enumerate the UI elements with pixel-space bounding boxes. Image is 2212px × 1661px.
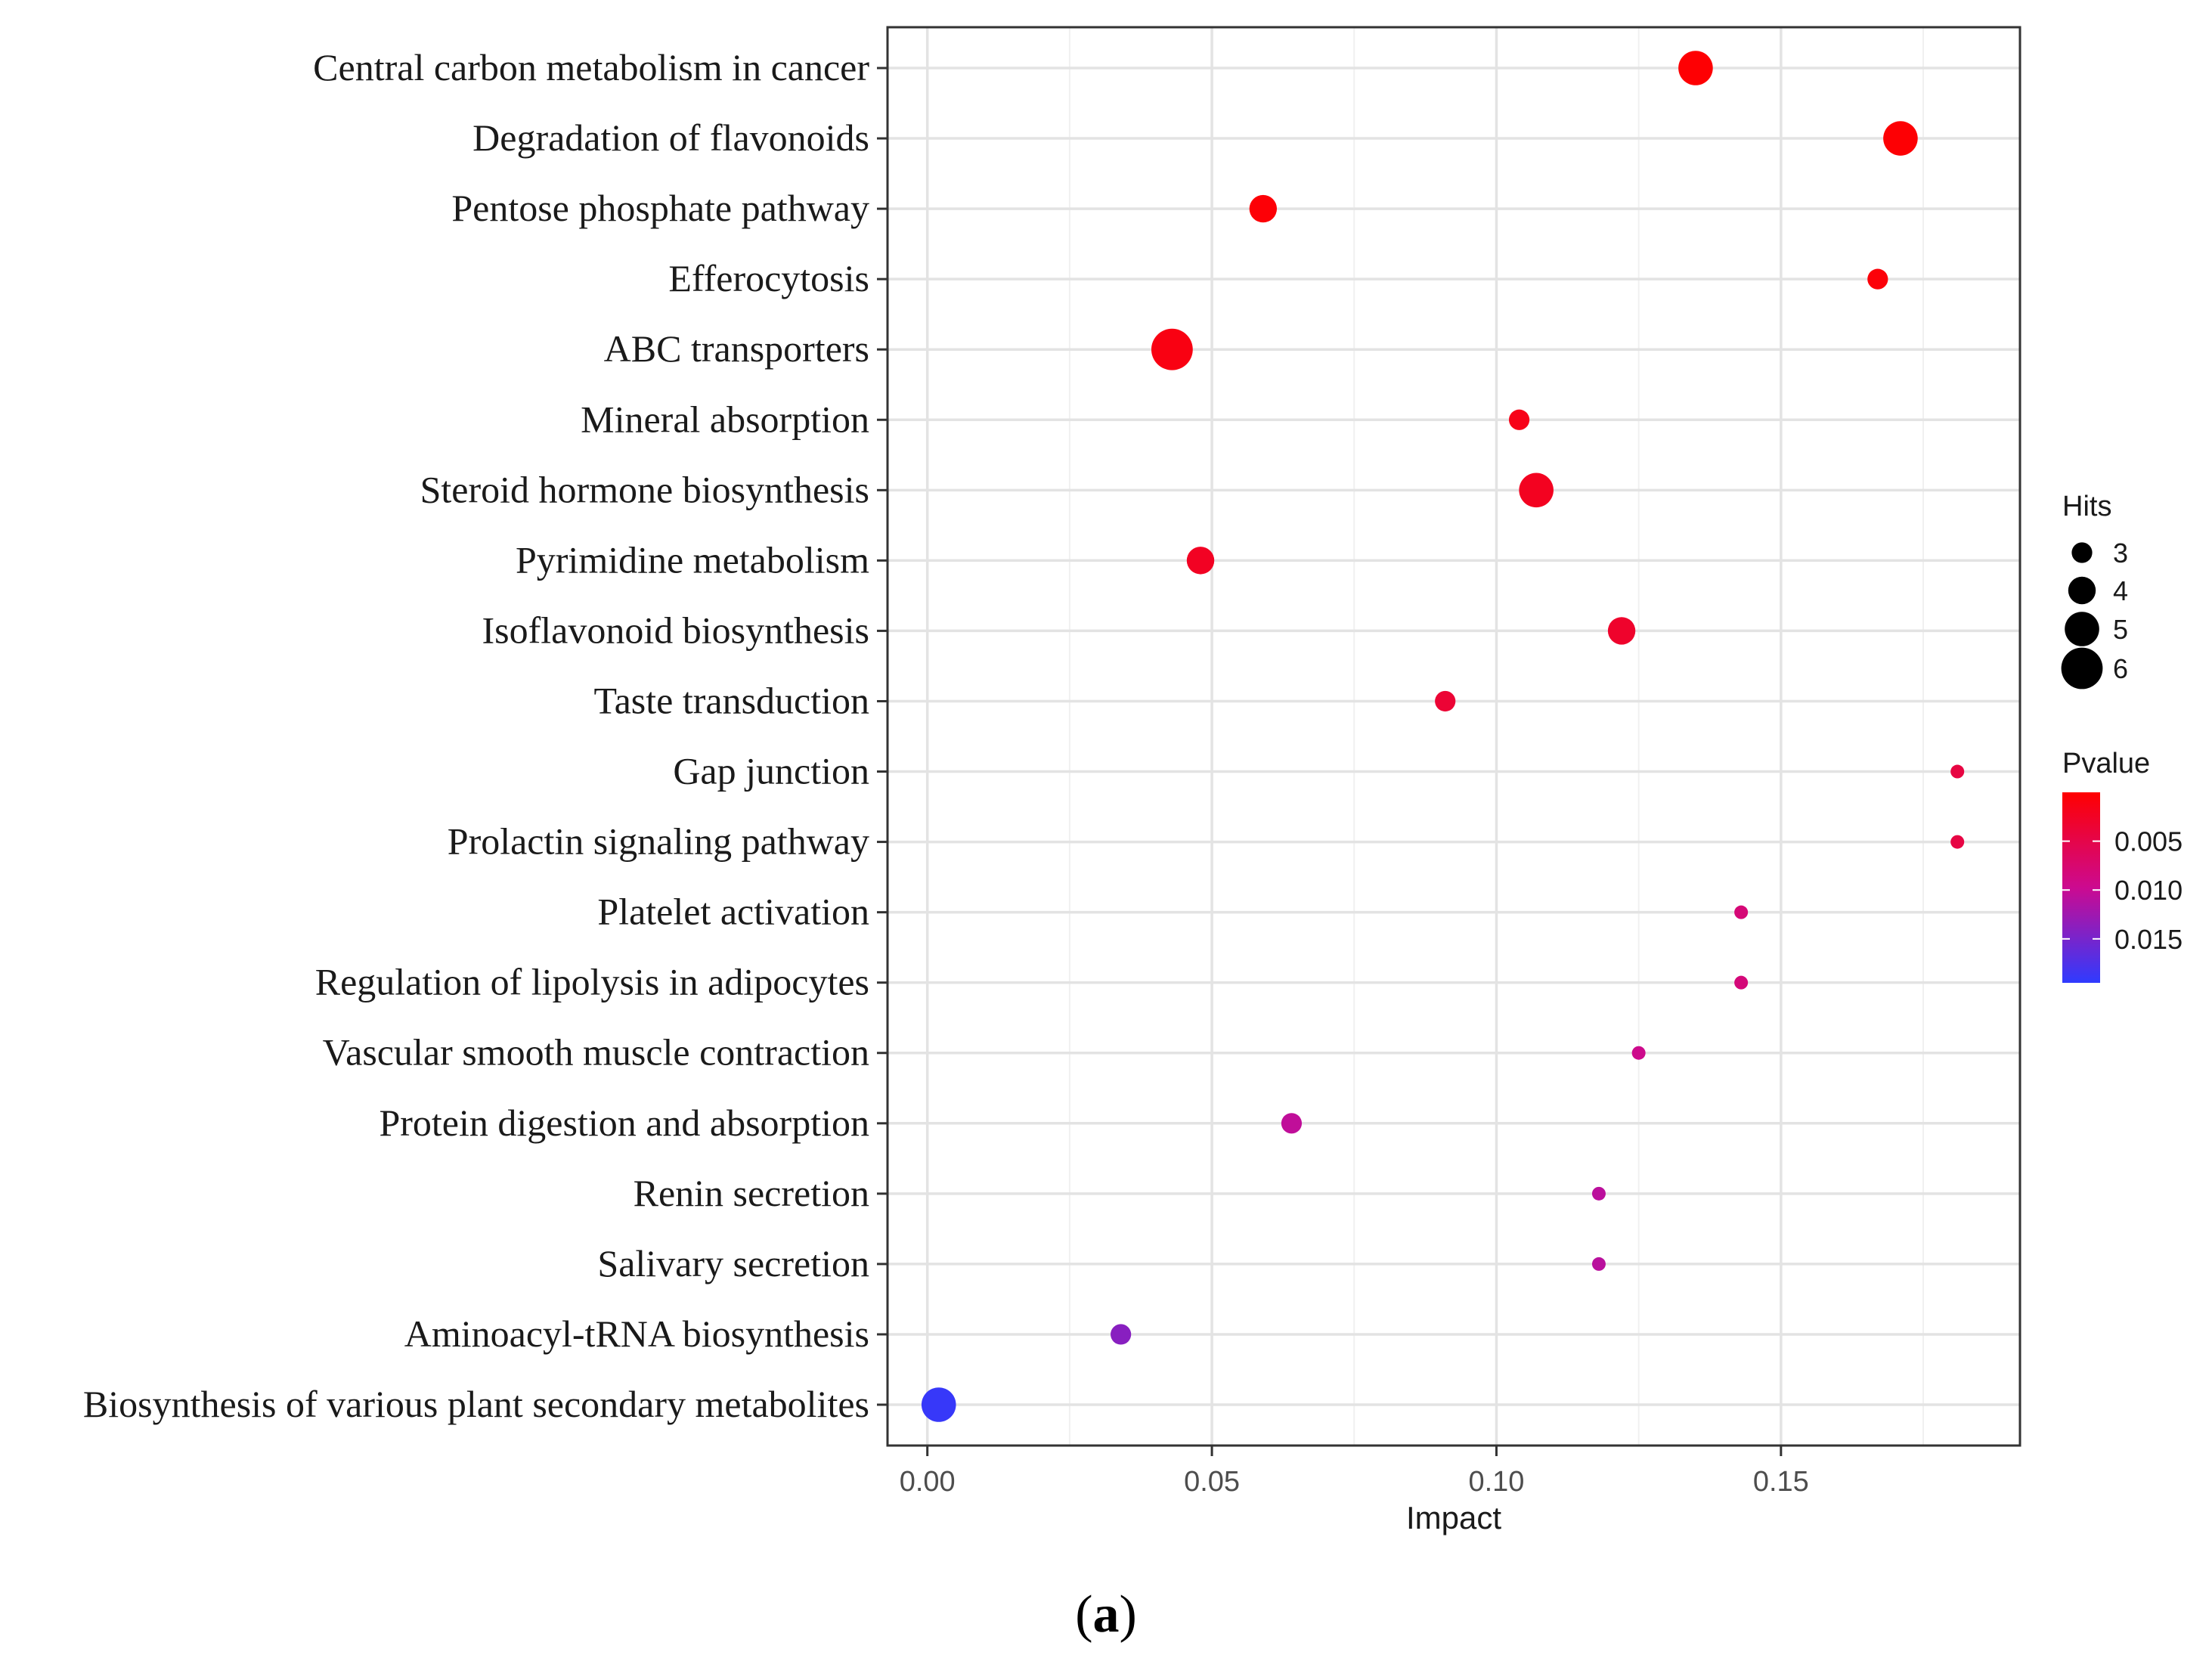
y-category-label: Prolactin signaling pathway: [448, 820, 869, 863]
data-point: [1519, 473, 1554, 508]
data-point: [1281, 1113, 1303, 1134]
pvalue-color-legend: Pvalue 0.005 0.010 0.015: [2062, 748, 2183, 983]
plot-panel-background: [888, 27, 2020, 1446]
y-category-label: Degradation of flavonoids: [472, 116, 869, 159]
x-tick-label: 0.00: [900, 1466, 956, 1498]
hits-legend-key: [2065, 612, 2099, 646]
pvalue-legend-title: Pvalue: [2062, 748, 2150, 779]
hits-legend-label: 3: [2113, 538, 2128, 569]
y-category-label: Salivary secretion: [597, 1242, 869, 1284]
data-point: [1186, 547, 1215, 575]
data-point: [1111, 1324, 1132, 1345]
hits-legend-key: [2068, 576, 2096, 605]
y-category-label: Platelet activation: [597, 891, 869, 933]
data-point: [1950, 764, 1965, 779]
hits-legend-key: [2061, 647, 2103, 690]
data-point: [1631, 1046, 1646, 1060]
y-category-label: Efferocytosis: [668, 257, 869, 299]
data-point: [1734, 905, 1749, 919]
x-tick-label: 0.10: [1468, 1466, 1524, 1498]
x-tick-label: 0.05: [1184, 1466, 1240, 1498]
y-category-label: Regulation of lipolysis in adipocytes: [315, 961, 869, 1003]
data-point: [1435, 690, 1456, 712]
y-category-label: Isoflavonoid biosynthesis: [482, 609, 869, 651]
data-point: [1678, 51, 1713, 85]
y-category-label: Gap junction: [673, 750, 869, 792]
hits-legend-key: [2071, 542, 2093, 563]
y-category-label: ABC transporters: [604, 327, 869, 370]
data-point: [1249, 194, 1278, 223]
y-category-label: Pentose phosphate pathway: [451, 187, 869, 229]
y-category-label: Mineral absorption: [581, 398, 869, 440]
data-points: [921, 51, 1965, 1422]
data-point: [1883, 121, 1918, 156]
y-category-label: Protein digestion and absorption: [379, 1102, 869, 1144]
data-point: [1591, 1186, 1606, 1201]
panel-caption-letter: a: [1093, 1585, 1120, 1644]
pvalue-tick-label: 0.010: [2114, 875, 2183, 906]
hits-legend-label: 5: [2113, 614, 2128, 645]
y-category-label: Steroid hormone biosynthesis: [420, 468, 869, 510]
y-category-label: Aminoacyl-tRNA biosynthesis: [404, 1312, 869, 1355]
data-point: [1734, 975, 1749, 990]
hits-size-legend: Hits 3 4 5 6: [2061, 491, 2128, 690]
y-category-label: Taste transduction: [594, 679, 869, 721]
y-axis-ticks: Central carbon metabolism in cancer Degra…: [83, 46, 888, 1425]
pvalue-colorbar: [2062, 792, 2100, 983]
data-point: [1591, 1257, 1606, 1271]
pvalue-tick-label: 0.005: [2114, 826, 2183, 857]
data-point: [1950, 835, 1965, 849]
x-tick-label: 0.15: [1753, 1466, 1809, 1498]
data-point: [1867, 268, 1888, 290]
plot-panel-border: [886, 26, 2021, 1447]
data-point: [1607, 617, 1636, 645]
data-point: [1151, 328, 1193, 370]
y-category-label: Vascular smooth muscle contraction: [323, 1031, 869, 1074]
x-axis-title: Impact: [1406, 1500, 1501, 1535]
data-point: [921, 1387, 956, 1422]
panel-caption: (a): [1075, 1585, 1137, 1644]
y-category-label: Biosynthesis of various plant secondary …: [83, 1383, 869, 1425]
y-category-label: Central carbon metabolism in cancer: [313, 46, 869, 88]
hits-legend-label: 6: [2113, 653, 2128, 684]
x-axis-ticks: 0.00 0.05 0.10 0.15: [900, 1446, 1809, 1498]
hits-legend-label: 4: [2113, 575, 2128, 606]
hits-legend-title: Hits: [2062, 491, 2111, 522]
y-category-label: Pyrimidine metabolism: [516, 538, 869, 581]
data-point: [1508, 409, 1530, 430]
y-category-label: Renin secretion: [634, 1172, 869, 1214]
pvalue-tick-label: 0.015: [2114, 924, 2183, 955]
